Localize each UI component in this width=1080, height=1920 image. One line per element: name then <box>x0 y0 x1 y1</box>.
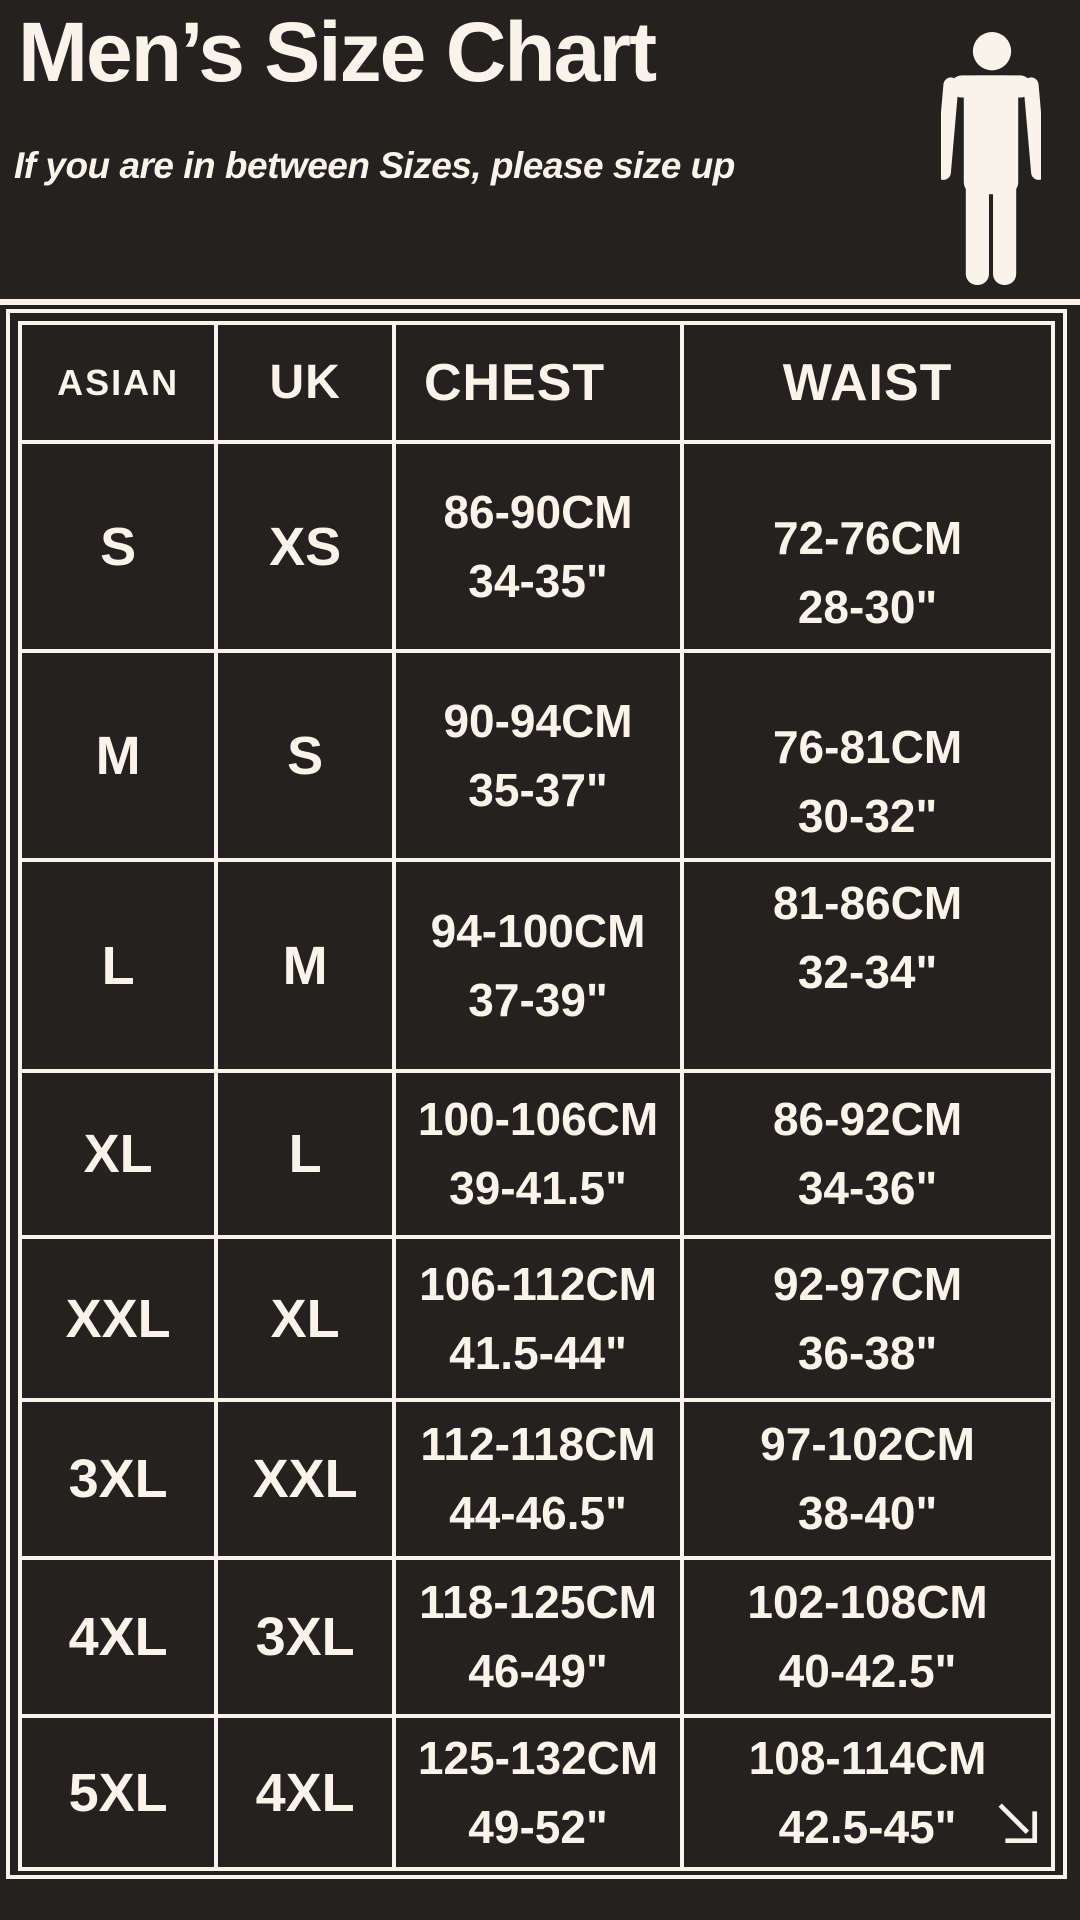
cell-chest-measurement: 94-100CM 37-39" <box>391 858 685 1073</box>
cell-asian-size: XXL <box>17 1235 219 1402</box>
page-title: Men’s Size Chart <box>18 5 657 99</box>
column-header-uk: UK <box>214 321 396 444</box>
cell-waist-measurement: 108-114CM 42.5-45" <box>680 1714 1055 1871</box>
measurement-lines: 81-86CM 32-34" <box>772 876 963 998</box>
cell-waist-measurement: 86-92CM 34-36" <box>680 1069 1055 1239</box>
cell-waist-measurement: 81-86CM 32-34" <box>680 858 1055 1073</box>
column-header-waist: WAIST <box>680 321 1055 444</box>
measurement-lines: 76-81CM 30-32" <box>772 720 963 842</box>
page-subtitle: If you are in between Sizes, please size… <box>14 145 735 186</box>
size-row: S XS 86-90CM 34-35" 72-76CM 28-30" <box>17 440 1055 653</box>
cell-asian-size: 4XL <box>17 1556 219 1718</box>
cell-uk-size: XS <box>214 440 396 653</box>
cell-uk-size: XL <box>214 1235 396 1402</box>
header-row: ASIAN UK CHEST WAIST <box>17 321 1055 444</box>
measurement-lines: 94-100CM 37-39" <box>430 904 646 1026</box>
measurement-lines: 90-94CM 35-37" <box>443 694 633 816</box>
measurement-lines: 100-106CM 39-41.5" <box>417 1093 659 1214</box>
size-row: XXL XL 106-112CM 41.5-44" 92-97CM 36-38" <box>17 1235 1055 1402</box>
measurement-lines: 92-97CM 36-38" <box>772 1257 963 1379</box>
size-row: XL L 100-106CM 39-41.5" 86-92CM 34-36" <box>17 1069 1055 1239</box>
cell-chest-measurement: 86-90CM 34-35" <box>391 440 685 653</box>
size-table-frame: ASIAN UK CHEST WAIST S XS 86-90CM 34-35" 72-76C… <box>6 309 1067 1879</box>
size-row: 3XL XXL 112-118CM 44-46.5" 97-102CM 38-40" <box>17 1398 1055 1560</box>
size-row: L M 94-100CM 37-39" 81-86CM 32-34" <box>17 858 1055 1073</box>
size-row: 4XL 3XL 118-125CM 46-49" 102-108CM 40-42.5" <box>17 1556 1055 1718</box>
cell-uk-size: XXL <box>214 1398 396 1560</box>
cell-chest-measurement: 118-125CM 46-49" <box>391 1556 685 1718</box>
size-row: M S 90-94CM 35-37" 76-81CM 30-32" <box>17 649 1055 862</box>
measurement-lines: 108-114CM 42.5-45" <box>748 1731 987 1853</box>
column-header-chest: CHEST <box>391 321 685 444</box>
measurement-lines: 102-108CM 40-42.5" <box>747 1576 988 1697</box>
measurement-lines: 86-92CM 34-36" <box>772 1093 963 1214</box>
diagonal-down-right-arrow-icon <box>998 1803 1038 1844</box>
cell-uk-size: L <box>214 1069 396 1239</box>
cell-uk-size: 3XL <box>214 1556 396 1718</box>
cell-asian-size: L <box>17 858 219 1073</box>
cell-asian-size: XL <box>17 1069 219 1239</box>
measurement-lines: 112-118CM 44-46.5" <box>420 1418 656 1539</box>
cell-uk-size: 4XL <box>214 1714 396 1871</box>
cell-chest-measurement: 125-132CM 49-52" <box>391 1714 685 1871</box>
cell-chest-measurement: 112-118CM 44-46.5" <box>391 1398 685 1560</box>
measurement-lines: 106-112CM 41.5-44" <box>419 1257 657 1379</box>
standing-man-icon <box>941 32 1041 285</box>
cell-asian-size: 5XL <box>17 1714 219 1871</box>
size-table: ASIAN UK CHEST WAIST S XS 86-90CM 34-35" 72-76C… <box>17 321 1055 1871</box>
cell-uk-size: S <box>214 649 396 862</box>
cell-chest-measurement: 106-112CM 41.5-44" <box>391 1235 685 1402</box>
cell-chest-measurement: 100-106CM 39-41.5" <box>391 1069 685 1239</box>
measurement-lines: 125-132CM 49-52" <box>417 1731 659 1853</box>
measurement-lines: 118-125CM 46-49" <box>419 1576 657 1697</box>
cell-waist-measurement: 76-81CM 30-32" <box>680 649 1055 862</box>
measurement-lines: 72-76CM 28-30" <box>772 511 963 633</box>
cell-waist-measurement: 97-102CM 38-40" <box>680 1398 1055 1560</box>
cell-waist-measurement: 72-76CM 28-30" <box>680 440 1055 653</box>
header-divider <box>0 299 1080 305</box>
cell-waist-measurement: 92-97CM 36-38" <box>680 1235 1055 1402</box>
size-row: 5XL 4XL 125-132CM 49-52" 108-114CM 42.5-45" <box>17 1714 1055 1871</box>
cell-waist-measurement: 102-108CM 40-42.5" <box>680 1556 1055 1718</box>
cell-uk-size: M <box>214 858 396 1073</box>
measurement-lines: 86-90CM 34-35" <box>443 485 633 607</box>
cell-asian-size: 3XL <box>17 1398 219 1560</box>
cell-asian-size: M <box>17 649 219 862</box>
measurement-lines: 97-102CM 38-40" <box>760 1418 975 1539</box>
column-header-asian: ASIAN <box>17 321 219 444</box>
cell-chest-measurement: 90-94CM 35-37" <box>391 649 685 862</box>
cell-asian-size: S <box>17 440 219 653</box>
